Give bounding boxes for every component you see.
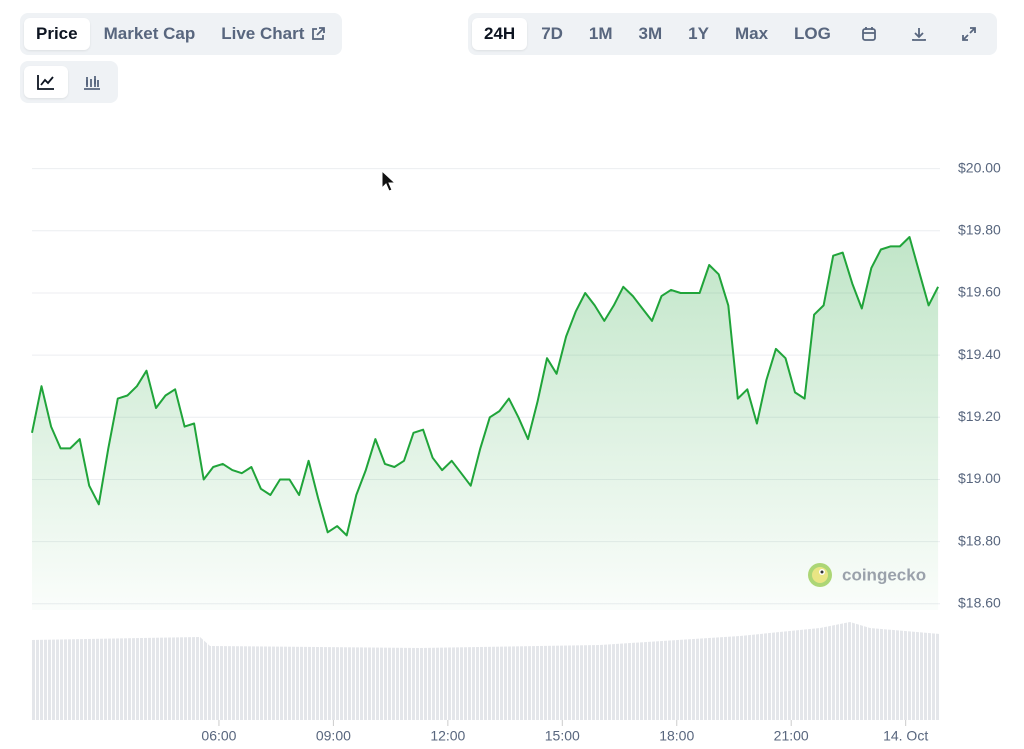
tab-button[interactable]: Live Chart bbox=[209, 18, 338, 50]
button-label: 24H bbox=[484, 24, 516, 43]
button-label: 1Y bbox=[688, 24, 709, 43]
button-label: Price bbox=[36, 24, 78, 43]
download-button[interactable] bbox=[895, 18, 943, 50]
tab-button[interactable]: Market Cap bbox=[92, 18, 208, 50]
y-tick-label: $19.00 bbox=[958, 470, 1001, 486]
y-tick-label: $20.00 bbox=[958, 159, 1001, 175]
y-tick-label: $18.60 bbox=[958, 594, 1001, 610]
external-link-icon bbox=[312, 27, 326, 40]
x-tick-label: 15:00 bbox=[545, 728, 580, 744]
tab-group: Price Market Cap Live Chart bbox=[20, 13, 343, 55]
y-tick-label: $19.20 bbox=[958, 408, 1001, 424]
volume-bars bbox=[32, 622, 940, 720]
x-tick-label: 14. Oct bbox=[883, 728, 928, 744]
area bbox=[32, 237, 939, 610]
button-label: 3M bbox=[638, 24, 663, 43]
candle-chart-button[interactable] bbox=[70, 66, 114, 98]
y-tick-label: $18.80 bbox=[958, 532, 1001, 548]
y-tick-label: $19.40 bbox=[958, 346, 1001, 362]
range-button[interactable]: 3M bbox=[627, 18, 675, 50]
chart-style-group bbox=[20, 61, 118, 103]
button-label: Live Chart bbox=[221, 24, 305, 43]
x-tick-label: 09:00 bbox=[316, 728, 351, 744]
button-label: Max bbox=[734, 24, 769, 43]
watermark-logo bbox=[808, 563, 832, 587]
watermark: coingecko bbox=[842, 565, 926, 584]
range-group: 24H 7D 1M 3M 1Y Max LOG bbox=[468, 13, 997, 55]
range-button[interactable]: LOG bbox=[782, 18, 843, 50]
range-button[interactable]: 7D bbox=[529, 18, 575, 50]
range-button[interactable]: 24H bbox=[472, 18, 528, 50]
x-tick-label: 21:00 bbox=[774, 728, 809, 744]
range-button[interactable]: 1M bbox=[577, 18, 625, 50]
tab-button[interactable]: Price bbox=[24, 18, 90, 50]
button-label: LOG bbox=[794, 24, 831, 43]
range-button[interactable]: Max bbox=[723, 18, 780, 50]
price-line bbox=[31, 236, 939, 537]
line-chart-button[interactable] bbox=[24, 66, 68, 98]
x-tick-label: 06:00 bbox=[201, 728, 236, 744]
cursor bbox=[381, 169, 397, 192]
button-label: 7D bbox=[541, 24, 563, 43]
fullscreen-button[interactable] bbox=[945, 18, 993, 50]
button-label: Market Cap bbox=[103, 24, 196, 43]
calendar-button[interactable] bbox=[845, 18, 893, 50]
x-tick-label: 18:00 bbox=[659, 728, 694, 744]
y-tick-label: $19.80 bbox=[958, 222, 1001, 238]
x-tick-label: 12:00 bbox=[430, 728, 465, 744]
range-button[interactable]: 1Y bbox=[676, 18, 721, 50]
y-tick-label: $19.60 bbox=[958, 284, 1001, 300]
button-label: 1M bbox=[588, 24, 613, 43]
